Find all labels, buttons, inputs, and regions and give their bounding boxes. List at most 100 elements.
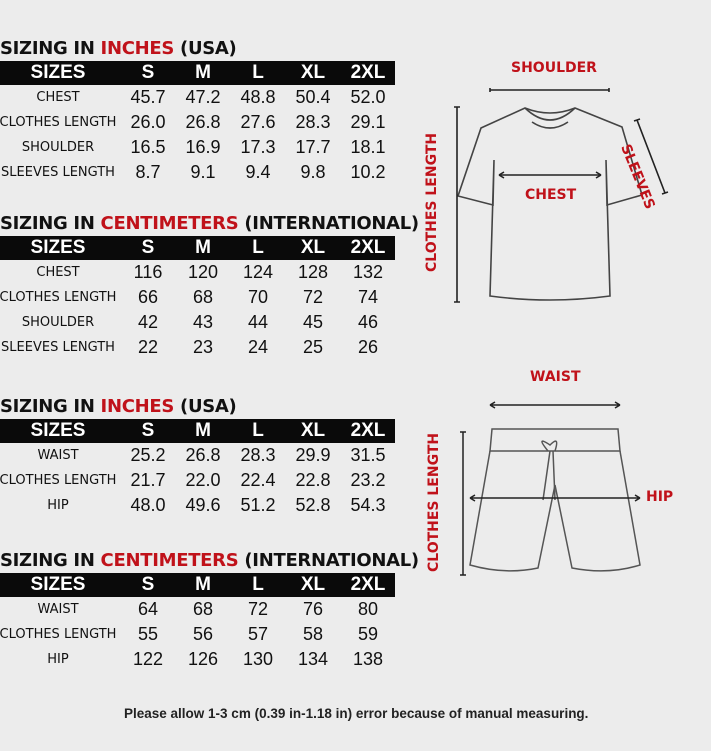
table-row: SHOULDER 42 43 44 45 46 xyxy=(0,310,400,335)
size-value: 16.9 xyxy=(185,137,221,157)
chest-label: CHEST xyxy=(525,187,577,203)
size-value: 72 xyxy=(247,599,269,619)
column-header: XL xyxy=(300,420,326,441)
table-header: SIZES S M L XL 2XL xyxy=(0,419,395,443)
column-header: 2XL xyxy=(350,574,386,595)
measurement-label: SHOULDER xyxy=(21,140,95,155)
column-header: L xyxy=(252,237,264,258)
size-value: 52.8 xyxy=(295,495,331,515)
size-value: 17.7 xyxy=(295,137,331,157)
table-header: SIZES S M L XL 2XL xyxy=(0,61,395,85)
column-header: S xyxy=(141,237,155,258)
size-value: 23.2 xyxy=(350,470,386,490)
size-value: 28.3 xyxy=(240,445,276,465)
size-value: 120 xyxy=(187,262,219,282)
size-value: 46 xyxy=(357,312,379,332)
table-row: SLEEVES LENGTH 8.7 9.1 9.4 9.8 10.2 xyxy=(0,160,400,185)
column-header: L xyxy=(252,420,264,441)
title-text: SIZING IN xyxy=(0,213,101,234)
tshirt-diagram: SHOULDER CHEST SLEEVES CLOTHES LENGTH xyxy=(410,50,710,310)
table-row: CLOTHES LENGTH 26.0 26.8 27.6 28.3 29.1 xyxy=(0,110,400,135)
size-value: 29.9 xyxy=(295,445,331,465)
column-header: L xyxy=(252,62,264,83)
table-row: WAIST 25.2 26.8 28.3 29.9 31.5 xyxy=(0,443,400,468)
size-value: 134 xyxy=(297,649,329,669)
size-value: 8.7 xyxy=(135,162,161,182)
hip-label: HIP xyxy=(646,489,674,505)
title-region: (USA) xyxy=(174,38,237,59)
size-value: 29.1 xyxy=(350,112,386,132)
table-row: CLOTHES LENGTH 66 68 70 72 74 xyxy=(0,285,400,310)
measurement-label: WAIST xyxy=(37,448,79,463)
title-unit: CENTIMETERS xyxy=(100,550,239,571)
table-title: SIZING IN CENTIMETERS (INTERNATIONAL) xyxy=(0,212,419,236)
measurement-label: WAIST xyxy=(37,602,79,617)
size-value: 80 xyxy=(357,599,379,619)
column-header: XL xyxy=(300,62,326,83)
size-value: 52.0 xyxy=(350,87,386,107)
size-value: 26.0 xyxy=(130,112,166,132)
size-value: 51.2 xyxy=(240,495,276,515)
table-header: SIZES S M L XL 2XL xyxy=(0,573,395,597)
column-header: S xyxy=(141,420,155,441)
title-text: SIZING IN xyxy=(0,550,101,571)
size-value: 17.3 xyxy=(240,137,276,157)
size-value: 26 xyxy=(357,337,379,357)
table-row: CHEST 45.7 47.2 48.8 50.4 52.0 xyxy=(0,85,400,110)
size-value: 26.8 xyxy=(185,112,221,132)
size-value: 132 xyxy=(352,262,384,282)
size-value: 72 xyxy=(302,287,324,307)
measurement-label: CLOTHES LENGTH xyxy=(0,290,117,305)
size-value: 45 xyxy=(302,312,324,332)
column-header: 2XL xyxy=(350,62,386,83)
size-value: 128 xyxy=(297,262,329,282)
size-value: 50.4 xyxy=(295,87,331,107)
title-unit: CENTIMETERS xyxy=(100,213,239,234)
size-value: 74 xyxy=(357,287,379,307)
size-value: 25 xyxy=(302,337,324,357)
clothes-length-label: CLOTHES LENGTH xyxy=(426,432,442,572)
table-row: CLOTHES LENGTH 21.7 22.0 22.4 22.8 23.2 xyxy=(0,468,400,493)
tshirt-outline-icon xyxy=(454,88,669,303)
size-value: 126 xyxy=(187,649,219,669)
size-value: 22.4 xyxy=(240,470,276,490)
size-table: SIZING IN CENTIMETERS (INTERNATIONAL) SIZ… xyxy=(0,549,419,672)
size-value: 70 xyxy=(247,287,269,307)
column-header: XL xyxy=(300,574,326,595)
size-value: 44 xyxy=(247,312,269,332)
measurement-label: SLEEVES LENGTH xyxy=(1,340,115,355)
size-value: 22.0 xyxy=(185,470,221,490)
size-value: 55 xyxy=(137,624,159,644)
size-value: 66 xyxy=(137,287,159,307)
table-title: SIZING IN INCHES (USA) xyxy=(0,37,400,61)
clothes-length-label: CLOTHES LENGTH xyxy=(424,132,440,272)
measurement-label: CLOTHES LENGTH xyxy=(0,473,117,488)
column-header: SIZES xyxy=(30,237,86,258)
measurement-label: CHEST xyxy=(36,90,80,105)
size-value: 54.3 xyxy=(350,495,386,515)
waist-label: WAIST xyxy=(530,369,581,385)
size-value: 68 xyxy=(192,287,214,307)
size-value: 43 xyxy=(192,312,214,332)
size-value: 58 xyxy=(302,624,324,644)
size-value: 48.8 xyxy=(240,87,276,107)
title-text: SIZING IN xyxy=(0,38,101,59)
column-header: S xyxy=(141,574,155,595)
size-value: 56 xyxy=(192,624,214,644)
title-unit: INCHES xyxy=(100,38,175,59)
size-value: 45.7 xyxy=(130,87,166,107)
column-header: M xyxy=(195,420,211,441)
measurement-label: CLOTHES LENGTH xyxy=(0,115,117,130)
column-header: XL xyxy=(300,237,326,258)
size-value: 9.8 xyxy=(300,162,326,182)
title-unit: INCHES xyxy=(100,396,175,417)
measurement-label: HIP xyxy=(47,652,69,667)
measurement-label: CLOTHES LENGTH xyxy=(0,627,117,642)
column-header: SIZES xyxy=(30,62,86,83)
column-header: L xyxy=(252,574,264,595)
measurement-disclaimer: Please allow 1-3 cm (0.39 in-1.18 in) er… xyxy=(124,706,589,721)
column-header: SIZES xyxy=(30,574,86,595)
size-value: 42 xyxy=(137,312,159,332)
size-value: 49.6 xyxy=(185,495,221,515)
size-value: 59 xyxy=(357,624,379,644)
